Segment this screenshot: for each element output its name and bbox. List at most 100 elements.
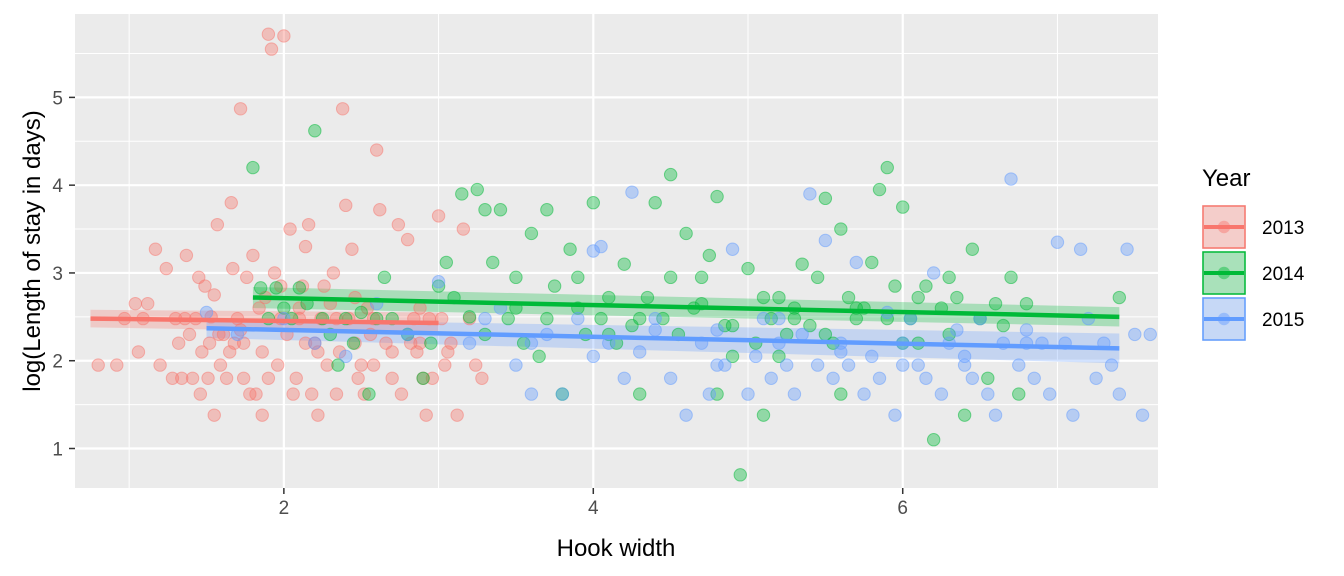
data-point-2015 [524,387,539,401]
data-point-2013 [400,232,415,247]
data-point-2014 [563,242,577,256]
legend-title: Year [1202,165,1251,192]
data-point-2013 [207,408,221,422]
data-point-2015 [431,275,446,289]
data-point-2013 [224,196,238,210]
data-point-2015 [199,305,214,320]
legend-label-2013: 2013 [1262,218,1304,239]
data-point-2014 [292,281,307,295]
data-point-2014 [888,279,902,293]
data-point-2015 [555,387,570,401]
data-point-2014 [718,318,732,333]
axes: 2 4 6 1 2 3 4 5 [52,88,908,519]
data-point-2014 [880,160,894,175]
data-point-2015 [810,358,825,372]
data-point-2014 [741,261,755,276]
data-point-2013 [185,371,200,385]
data-point-2013 [391,217,406,232]
data-point-2013 [261,27,276,41]
data-point-2013 [450,408,464,422]
data-point-2015 [1104,358,1119,372]
data-point-2014 [911,290,925,305]
data-point-2015 [1128,327,1142,342]
data-point-2014 [486,255,500,270]
data-point-2014 [710,387,724,401]
data-point-2013 [413,301,427,315]
data-point-2015 [849,255,864,270]
data-point-2015 [950,323,964,337]
data-point-2015 [1066,408,1080,422]
data-point-2014 [377,270,392,285]
data-point-2013 [202,336,217,350]
data-point-2014 [424,336,438,350]
data-point-2013 [153,358,167,372]
data-point-2014 [633,311,647,326]
data-point-2015 [872,371,887,385]
legend-key-point [1217,312,1231,326]
data-point-2014 [803,318,817,333]
data-point-2015 [625,185,639,199]
data-point-2014 [354,305,368,320]
data-point-2015 [756,311,771,326]
data-point-2014 [540,311,554,326]
data-point-2013 [255,345,269,359]
data-point-2013 [339,198,353,213]
data-point-2015 [679,408,693,422]
data-point-2014 [493,203,508,217]
data-point-2013 [329,387,344,401]
data-point-2015 [1043,387,1057,401]
data-point-2015 [957,349,972,364]
data-point-2014 [756,290,771,305]
data-point-2014 [810,270,825,285]
data-point-2015 [787,387,802,401]
data-point-2014 [919,279,933,293]
data-point-2013 [456,222,471,236]
x-axis-title: Hook width [557,535,676,562]
data-point-2015 [725,242,740,256]
data-point-2013 [227,336,242,350]
data-point-2015 [1135,408,1150,422]
data-point-2014 [764,311,778,326]
data-point-2015 [896,358,910,372]
data-point-2014 [277,301,291,315]
data-point-2014 [981,371,995,385]
data-point-2015 [1120,242,1134,256]
grid [75,14,1158,488]
legend: Year 2013 2014 2015 [1202,165,1305,341]
data-point-2014 [656,311,670,326]
data-point-2014 [532,349,546,364]
legend-key-point [1217,266,1231,280]
data-point-2013 [179,248,194,263]
plot-panel [75,14,1158,488]
data-point-2014 [1004,270,1018,285]
data-point-2014 [416,371,430,385]
trend-line-2015 [206,325,1120,351]
data-point-2013 [207,288,221,302]
data-point-2013 [311,408,325,422]
data-point-2015 [1012,358,1026,372]
data-point-2013 [298,336,313,350]
data-point-2015 [524,336,539,350]
data-point-2013 [210,217,225,232]
data-point-2014 [602,290,616,305]
data-point-2014 [996,318,1010,333]
data-point-2015 [718,358,732,372]
data-point-2014 [431,279,446,293]
y-tick-label: 4 [52,176,63,197]
data-point-2013 [345,242,359,256]
data-point-2014 [246,160,260,175]
data-point-2015 [702,387,717,401]
data-point-2013 [195,345,209,359]
data-point-2014 [640,290,655,305]
data-point-2014 [834,387,848,401]
data-point-2013 [425,371,440,385]
data-point-2014 [253,281,268,295]
data-point-2013 [369,143,384,157]
data-point-2013 [320,358,334,372]
data-point-2014 [308,124,322,138]
data-point-2013 [131,345,146,359]
data-point-2014 [663,167,678,182]
data-point-2014 [702,248,717,263]
